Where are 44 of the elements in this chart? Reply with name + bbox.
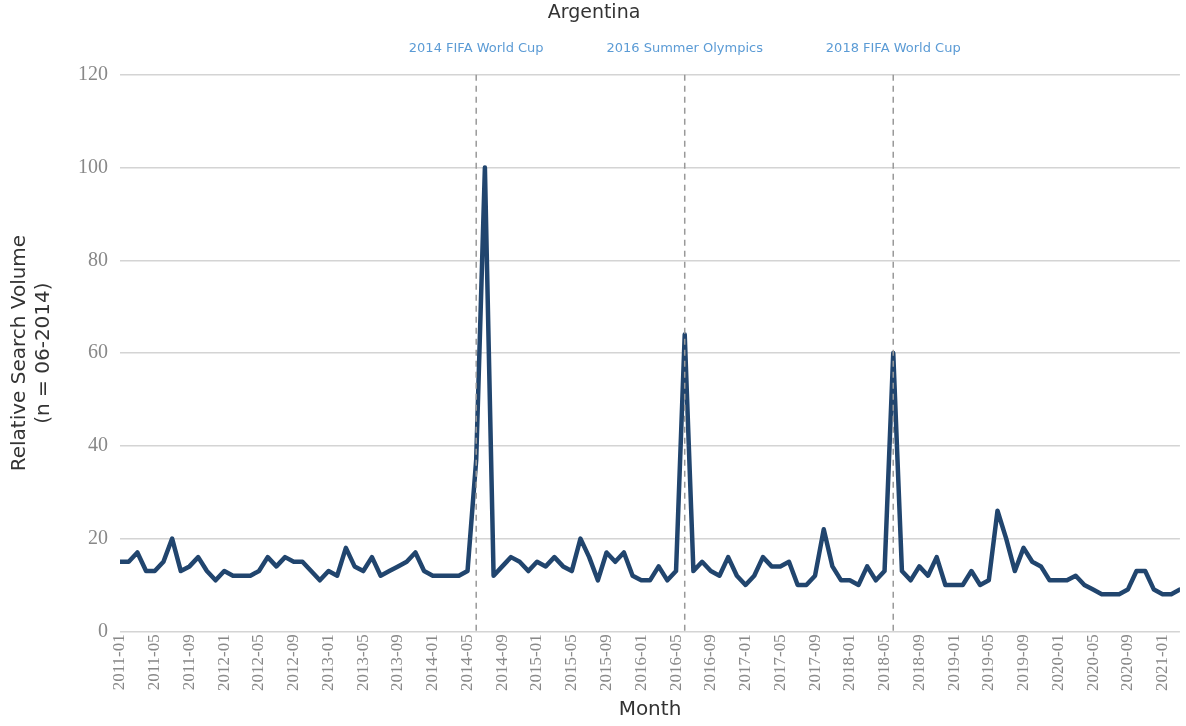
x-tick-label: 2020-01 [1047, 634, 1067, 692]
x-tick-label: 2012-05 [248, 634, 268, 692]
y-tick-label: 80 [88, 247, 108, 270]
x-tick-label: 2017-05 [769, 634, 789, 692]
y-axis-title: Relative Search Volume (n = 06-2014) [6, 234, 55, 472]
x-tick-label: 2015-05 [561, 634, 581, 692]
x-tick-label: 2019-05 [978, 634, 998, 692]
y-tick-label: 60 [88, 340, 108, 363]
x-tick-label: 2017-09 [804, 634, 824, 692]
ref-line-label: 2016 Summer Olympics [606, 40, 764, 56]
y-tick-label: 0 [98, 618, 108, 641]
x-tick-label: 2011-01 [109, 634, 129, 691]
x-tick-label: 2011-05 [144, 634, 164, 691]
ref-line-label: 2014 FIFA World Cup [408, 40, 544, 56]
x-tick-label: 2014-09 [491, 634, 511, 692]
y-tick-label: 40 [88, 433, 108, 456]
y-tick-label: 100 [78, 154, 108, 177]
chart-title: Argentina [547, 0, 641, 23]
x-tick-label: 2018-05 [874, 634, 894, 692]
y-tick-label: 20 [88, 525, 108, 548]
x-tick-label: 2015-01 [526, 634, 546, 692]
x-tick-label: 2012-09 [283, 634, 303, 692]
x-tick-label: 2016-05 [665, 634, 685, 692]
x-tick-label: 2013-09 [387, 634, 407, 692]
x-tick-label: 2017-01 [735, 634, 755, 692]
x-tick-label: 2018-01 [839, 634, 859, 692]
x-tick-label: 2018-09 [908, 634, 928, 692]
y-tick-label: 120 [78, 62, 108, 85]
x-tick-label: 2013-05 [352, 634, 372, 692]
x-tick-label: 2016-01 [630, 634, 650, 692]
x-tick-label: 2011-09 [178, 634, 198, 691]
x-tick-label: 2020-09 [1117, 634, 1137, 692]
x-tick-label: 2021-01 [1152, 634, 1172, 692]
ref-line-label: 2018 FIFA World Cup [825, 40, 961, 56]
x-tick-label: 2020-05 [1082, 634, 1102, 692]
x-tick-label: 2014-05 [456, 634, 476, 692]
x-tick-label: 2019-09 [1013, 634, 1033, 692]
x-axis-title: Month [618, 696, 682, 721]
x-tick-label: 2016-09 [700, 634, 720, 692]
x-tick-label: 2015-09 [596, 634, 615, 692]
x-tick-label: 2013-01 [317, 634, 337, 692]
x-tick-label: 2012-01 [213, 634, 233, 692]
x-tick-label: 2014-01 [422, 634, 442, 692]
x-tick-label: 2019-01 [943, 634, 963, 692]
